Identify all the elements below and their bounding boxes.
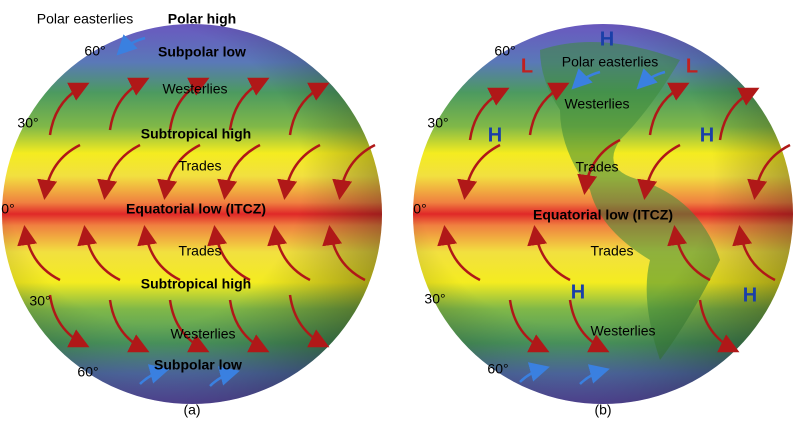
- pressure-label: L: [686, 55, 698, 77]
- label: Equatorial low (ITCZ): [126, 201, 266, 217]
- label: Trades: [575, 159, 618, 175]
- pressure-label: L: [521, 55, 533, 77]
- label: 30°: [17, 115, 38, 131]
- label: Subtropical high: [141, 126, 251, 142]
- caption: (b): [594, 402, 611, 418]
- label: 30°: [424, 291, 445, 307]
- globe-b: 60° H L Polar easterlies L Westerlies 30…: [413, 24, 793, 418]
- caption: (a): [183, 402, 200, 418]
- label: 30°: [427, 115, 448, 131]
- label: Polar high: [168, 11, 236, 27]
- pressure-label: H: [571, 281, 585, 303]
- label: Trades: [178, 158, 221, 174]
- label: 60°: [494, 43, 515, 59]
- label: 0°: [413, 201, 426, 217]
- label: Subtropical high: [141, 276, 251, 292]
- shading: [413, 24, 793, 404]
- pressure-label: H: [743, 284, 757, 306]
- globe-a: Polar easterlies Polar high 60° Subpolar…: [1, 11, 382, 418]
- label: 60°: [84, 43, 105, 59]
- label: Trades: [178, 243, 221, 259]
- label: Subpolar low: [154, 357, 242, 373]
- pressure-label: H: [488, 124, 502, 146]
- label: Subpolar low: [158, 44, 246, 60]
- label: Westerlies: [564, 96, 629, 112]
- pressure-label: H: [700, 124, 714, 146]
- label: 60°: [487, 361, 508, 377]
- label: 30°: [29, 293, 50, 309]
- label: Equatorial low (ITCZ): [533, 207, 673, 223]
- label: Polar easterlies: [562, 54, 659, 70]
- label: 60°: [77, 364, 98, 380]
- label: Westerlies: [590, 323, 655, 339]
- label: Westerlies: [162, 81, 227, 97]
- pressure-label: H: [600, 28, 614, 50]
- label: Westerlies: [170, 326, 235, 342]
- label: Trades: [590, 243, 633, 259]
- label: 0°: [1, 201, 14, 217]
- shading: [2, 24, 382, 404]
- label: Polar easterlies: [37, 11, 134, 27]
